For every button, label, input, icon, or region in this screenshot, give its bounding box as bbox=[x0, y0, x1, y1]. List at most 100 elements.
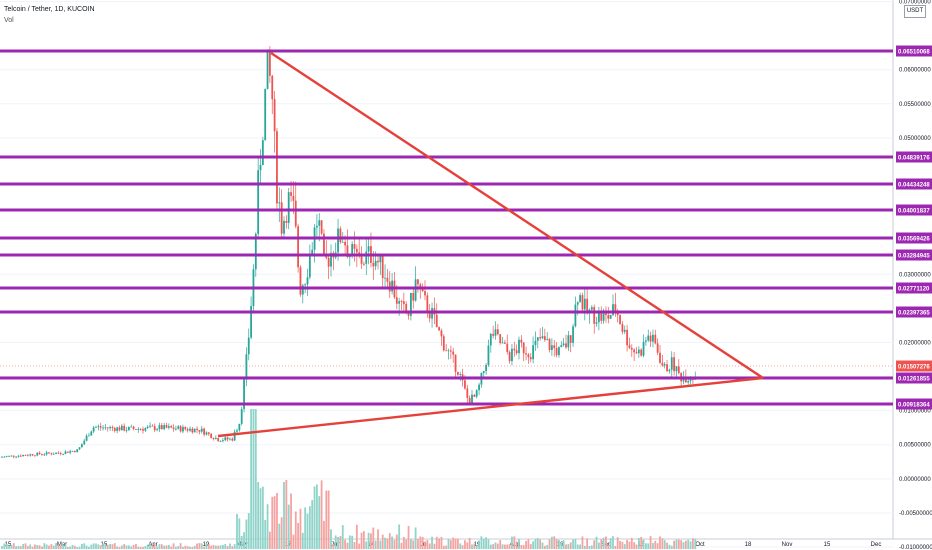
candle-body bbox=[442, 336, 445, 351]
volume-bar bbox=[247, 513, 250, 550]
volume-bar bbox=[330, 529, 332, 550]
volume-bar bbox=[210, 545, 213, 550]
y-tick-label: 0.05500000 bbox=[899, 102, 931, 108]
candle-body bbox=[156, 429, 158, 431]
volume-bar bbox=[304, 507, 307, 550]
volume-bar bbox=[367, 532, 370, 550]
volume-bar bbox=[109, 543, 111, 550]
candle-body bbox=[146, 426, 149, 429]
volume-bar bbox=[76, 547, 79, 550]
candle-body bbox=[372, 262, 375, 267]
candle-body bbox=[142, 429, 144, 431]
candle-body bbox=[59, 453, 62, 454]
volume-bar bbox=[207, 544, 210, 550]
volume-bar bbox=[661, 538, 664, 550]
volume-bar bbox=[407, 525, 410, 550]
volume-bar bbox=[64, 543, 67, 550]
volume-bar bbox=[45, 544, 48, 550]
x-tick-label: Oct bbox=[695, 542, 705, 548]
candle-body bbox=[532, 345, 534, 360]
volume-bar bbox=[529, 544, 532, 550]
volume-bar bbox=[466, 542, 469, 550]
candle-body bbox=[120, 425, 123, 431]
candle-body bbox=[440, 330, 443, 337]
descending-trendline[interactable] bbox=[270, 51, 764, 380]
volume-bar bbox=[306, 513, 309, 550]
candle-body bbox=[71, 451, 74, 452]
candle-body bbox=[278, 202, 281, 204]
volume-bar bbox=[90, 544, 93, 550]
candle-body bbox=[238, 423, 241, 431]
currency-button[interactable]: USDT bbox=[904, 5, 926, 18]
volume-bar bbox=[583, 545, 586, 550]
candle-body bbox=[515, 350, 518, 354]
candle-body bbox=[452, 351, 455, 355]
y-tick-label: 0.00000000 bbox=[899, 477, 931, 483]
volume-bar bbox=[238, 518, 241, 550]
candle-body bbox=[661, 362, 664, 366]
candle-body bbox=[259, 165, 262, 171]
volume-bar bbox=[137, 546, 140, 550]
candle-body bbox=[435, 314, 438, 328]
candle-body bbox=[449, 350, 452, 352]
volume-bar bbox=[43, 543, 46, 550]
candle-body bbox=[212, 438, 215, 440]
x-tick-label: Dec bbox=[871, 542, 882, 548]
volume-bar bbox=[250, 409, 252, 550]
volume-bar bbox=[120, 545, 123, 550]
volume-bar bbox=[1, 546, 3, 550]
volume-bar bbox=[553, 536, 556, 550]
candle-body bbox=[616, 312, 619, 316]
volume-bar bbox=[515, 541, 518, 550]
candle-body bbox=[153, 426, 156, 431]
volume-bar bbox=[600, 539, 603, 550]
volume-bar bbox=[581, 536, 584, 550]
candle-body bbox=[64, 451, 67, 454]
candle-body bbox=[426, 295, 429, 313]
ascending-trendline[interactable] bbox=[217, 376, 764, 438]
volume-bar bbox=[278, 523, 281, 550]
volume-bar bbox=[214, 545, 217, 550]
volume-bar bbox=[200, 543, 203, 550]
candle-body bbox=[677, 366, 680, 374]
candle-body bbox=[529, 357, 532, 360]
candle-body bbox=[323, 233, 325, 255]
volume-bar bbox=[400, 542, 403, 550]
volume-bar bbox=[78, 546, 81, 550]
candle-body bbox=[668, 369, 671, 372]
candle-body bbox=[546, 339, 549, 341]
y-tick-label: 0.06000000 bbox=[899, 68, 931, 74]
candle-body bbox=[579, 295, 581, 303]
volume-bar bbox=[586, 538, 589, 550]
volume-bar bbox=[17, 545, 20, 550]
volume-bar bbox=[358, 543, 361, 550]
volume-bar bbox=[365, 541, 368, 550]
candle-body bbox=[52, 453, 55, 455]
candle-body bbox=[245, 354, 248, 380]
candle-body bbox=[38, 452, 41, 455]
volume-bar bbox=[499, 540, 502, 550]
candle-body bbox=[170, 426, 173, 428]
candle-body bbox=[273, 99, 276, 132]
volume-bar bbox=[675, 539, 678, 550]
candle-body bbox=[527, 354, 530, 358]
volume-bar bbox=[607, 544, 610, 550]
candle-body bbox=[598, 312, 600, 323]
candle-body bbox=[471, 394, 473, 404]
candle-body bbox=[581, 295, 584, 310]
volume-bar bbox=[628, 541, 631, 550]
candle-body bbox=[398, 301, 401, 304]
volume-bar bbox=[546, 544, 549, 550]
volume-bar bbox=[229, 543, 231, 550]
candle-body bbox=[412, 292, 415, 301]
candle-body bbox=[231, 438, 234, 441]
volume-bar bbox=[313, 486, 316, 550]
candle-body bbox=[605, 313, 607, 315]
volume-bar bbox=[123, 544, 126, 550]
candle-body bbox=[191, 428, 194, 433]
volume-bar bbox=[370, 533, 372, 550]
x-tick-label: 16 bbox=[557, 542, 564, 548]
candle-body bbox=[196, 428, 198, 430]
